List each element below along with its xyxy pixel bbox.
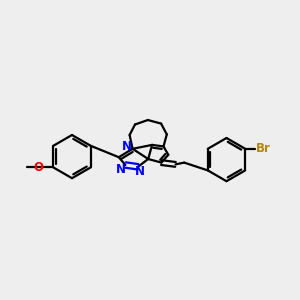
Text: N: N — [135, 165, 145, 178]
Text: N: N — [116, 163, 126, 176]
Text: O: O — [33, 160, 43, 174]
Text: Br: Br — [256, 142, 271, 155]
Text: N: N — [122, 140, 132, 154]
